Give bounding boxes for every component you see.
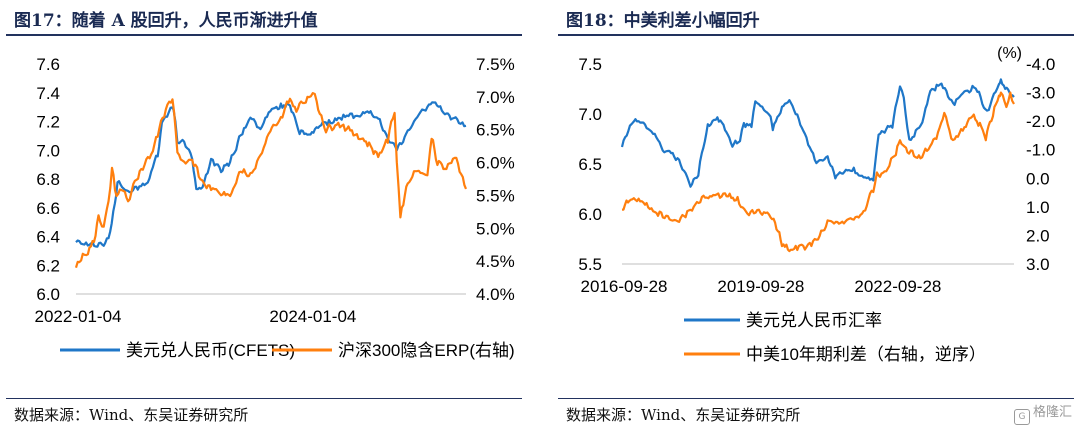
- y-left-tick-label: 6.5: [578, 155, 602, 174]
- chart-panel-right: 图18：中美利差小幅回升 5.5 6.0 6.5 7.0 7.5 3.0 2.0 1.0 0.0…: [552, 0, 1080, 431]
- y-right-tick-label: 6.5%: [476, 121, 515, 140]
- y-right-tick-label: 2.0: [1026, 226, 1050, 245]
- y-right-tick-label: -1.0: [1026, 141, 1055, 160]
- y-right-tick-label: -3.0: [1026, 84, 1055, 103]
- title-rule: [558, 34, 1074, 36]
- y-left-tick-label: 5.5: [578, 255, 602, 274]
- y-right-tick-label: 4.5%: [476, 252, 515, 271]
- chart-title: 图18：中美利差小幅回升: [566, 11, 760, 31]
- y-left-tick-label: 6.6: [36, 199, 60, 218]
- x-tick-label: 2022-01-04: [35, 307, 122, 326]
- y-right-tick-label: 5.5%: [476, 186, 515, 205]
- y-left-tick-label: 6.4: [36, 228, 60, 247]
- y-left-tick-label: 6.2: [36, 256, 60, 275]
- y-right-unit-label: (%): [997, 45, 1022, 62]
- y-left-tick-label: 7.0: [36, 141, 60, 160]
- line-chart: 6.0 6.2 6.4 6.6 6.8 7.0 7.2 7.4 7.6 4.0% 4.5% 5.0% 5…: [35, 55, 515, 360]
- watermark-text: 格隆汇: [1032, 405, 1072, 420]
- watermark: G 格隆汇: [1013, 401, 1072, 425]
- source-rule: [558, 398, 1074, 399]
- x-tick-label: 2016-09-28: [581, 277, 668, 296]
- series-line: [75, 101, 467, 248]
- legend-label: 美元兑人民币汇率: [746, 311, 882, 330]
- x-tick-label: 2019-09-28: [717, 277, 804, 296]
- legend-label: 美元兑人民币(CFETS): [126, 341, 295, 360]
- legend-label: 中美10年期利差（右轴，逆序）: [746, 345, 986, 364]
- x-tick-label: 2022-09-28: [854, 277, 941, 296]
- source-note: 数据来源：Wind、东吴证券研究所: [14, 406, 249, 424]
- chart-panel-left: 图17：随着 A 股回升，人民币渐进升值 6.0 6.2 6.4 6.6 6.8 7.0 7…: [0, 0, 528, 431]
- y-left-tick-label: 7.4: [36, 84, 60, 103]
- source-rule: [6, 398, 522, 399]
- y-right-tick-label: 3.0: [1026, 255, 1050, 274]
- y-right-tick-label: -2.0: [1026, 112, 1055, 131]
- series-line: [621, 91, 1015, 253]
- y-left-tick-label: 7.0: [578, 105, 602, 124]
- title-rule: [6, 34, 522, 36]
- y-left-tick-label: 6.0: [36, 285, 60, 304]
- y-left-tick-label: 7.5: [578, 55, 602, 74]
- y-right-tick-label: 7.0%: [476, 88, 515, 107]
- y-right-tick-label: 7.5%: [476, 55, 515, 74]
- y-right-tick-label: 5.0%: [476, 219, 515, 238]
- legend-label: 沪深300隐含ERP(右轴): [338, 341, 515, 360]
- y-left-tick-label: 6.8: [36, 170, 60, 189]
- source-note: 数据来源：Wind、东吴证券研究所: [566, 406, 801, 424]
- chart-title: 图17：随着 A 股回升，人民币渐进升值: [14, 11, 318, 31]
- y-left-tick-label: 7.6: [36, 55, 60, 74]
- y-right-tick-label: 4.0%: [476, 285, 515, 304]
- series-line: [74, 92, 468, 269]
- y-right-tick-label: 1.0: [1026, 198, 1050, 217]
- gelonghui-logo-icon: G: [1013, 409, 1030, 425]
- y-left-tick-label: 7.2: [36, 113, 60, 132]
- series-line: [620, 78, 1015, 188]
- line-chart: 5.5 6.0 6.5 7.0 7.5 3.0 2.0 1.0 0.0 -1.0 -2.0 -3.0 -…: [578, 45, 1055, 364]
- y-left-tick-label: 6.0: [578, 205, 602, 224]
- y-right-tick-label: -4.0: [1026, 55, 1055, 74]
- y-right-tick-label: 0.0: [1026, 169, 1050, 188]
- y-right-tick-label: 6.0%: [476, 154, 515, 173]
- x-tick-label: 2024-01-04: [269, 307, 356, 326]
